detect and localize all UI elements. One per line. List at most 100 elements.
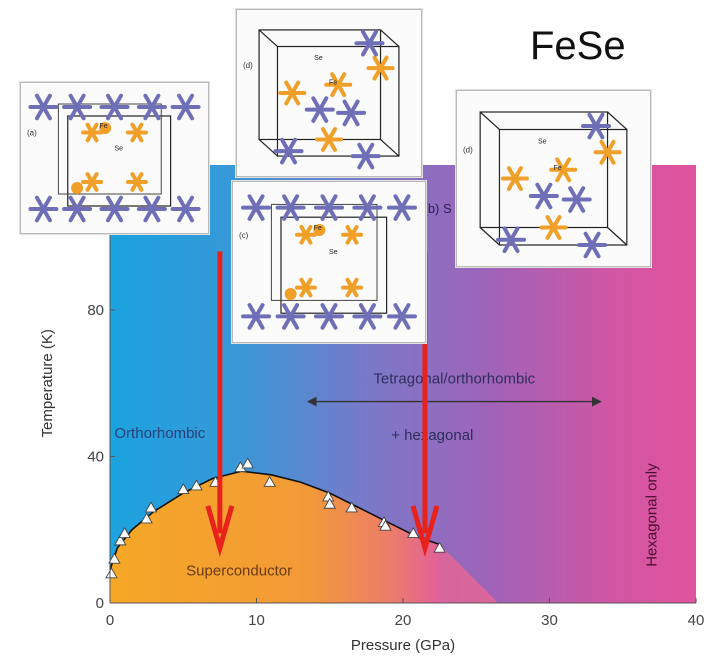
crystal-structure-drawing: (a) Fe Se	[27, 93, 201, 223]
bond	[183, 93, 195, 109]
atom-label: Se	[538, 139, 547, 146]
data-point	[190, 479, 203, 491]
unit-cell	[28, 93, 201, 223]
bond	[112, 195, 123, 211]
bond	[590, 231, 601, 247]
x-axis-label: Pressure (GPa)	[351, 637, 455, 654]
bond	[303, 224, 313, 237]
bond	[41, 195, 52, 211]
bond	[288, 303, 300, 319]
y-tick-label: 80	[87, 302, 104, 319]
cell-edge	[607, 111, 628, 130]
region-label-tetragonal: Tetragonal/orthorhombic	[373, 370, 535, 387]
cell-edge	[380, 29, 400, 47]
bond	[365, 303, 376, 319]
bond	[574, 186, 586, 202]
cell-edge	[479, 111, 500, 130]
bond	[399, 194, 411, 210]
bond	[288, 194, 300, 210]
bond	[327, 303, 338, 319]
unit-cell	[241, 194, 417, 330]
data-point	[113, 534, 127, 546]
bond	[112, 93, 123, 109]
bond	[551, 215, 562, 230]
bond	[541, 182, 553, 198]
data-point	[118, 527, 131, 538]
bond	[367, 29, 378, 46]
crystal-structure-drawing: (d) Se Fe	[463, 111, 628, 259]
bond	[512, 166, 523, 181]
panel-label: (a)	[27, 129, 37, 138]
partial-panel-label: (b) S	[424, 201, 453, 216]
bond	[593, 112, 605, 128]
data-point	[105, 567, 118, 579]
region-label-hexagonal-only: Hexagonal only	[643, 463, 660, 567]
x-tick-label: 40	[688, 612, 705, 629]
atom-label: Fe	[100, 123, 108, 130]
cell-edge	[380, 139, 400, 157]
bond	[286, 137, 298, 154]
region-label-superconductor: Superconductor	[186, 563, 292, 580]
region-label-orthorhombic: Orthorhombic	[114, 425, 205, 442]
bond	[134, 172, 144, 184]
bond	[349, 99, 360, 115]
bond	[90, 122, 99, 135]
x-tick-label: 20	[395, 612, 412, 629]
bond	[350, 277, 359, 290]
se-atom	[284, 288, 297, 300]
superconductor-fade	[439, 544, 499, 603]
data-point	[406, 527, 420, 538]
crystal-structure-drawing: (c) Fe Se	[239, 194, 417, 330]
crystal-structure-inset-d-top: (d) Se Fe	[236, 9, 422, 177]
cell-edge	[498, 128, 628, 246]
x-tick-label: 30	[541, 612, 558, 629]
cell-edge	[280, 216, 388, 314]
atom-label: Se	[115, 146, 124, 153]
data-point	[140, 512, 153, 524]
data-point	[345, 501, 359, 513]
atom-label: Fe	[314, 225, 322, 232]
atom-label: Se	[329, 249, 338, 256]
bond	[254, 194, 265, 210]
pressure-arrow-head	[205, 505, 235, 558]
bond	[317, 96, 329, 112]
crystal-structure-inset-d-right: (d) Se Fe	[456, 90, 651, 267]
cell-edge	[607, 227, 628, 246]
data-point	[144, 501, 158, 513]
bond	[90, 172, 99, 184]
bond	[378, 55, 389, 71]
crystal-structure-drawing: (d) Se Fe	[243, 29, 400, 170]
bond	[399, 303, 411, 319]
se-atom	[99, 122, 112, 134]
bond	[183, 195, 195, 211]
bond	[336, 72, 347, 87]
bond	[509, 226, 520, 242]
data-point	[263, 475, 276, 487]
cell-edge	[479, 227, 500, 246]
bond	[561, 157, 572, 172]
figure-title: FeSe	[530, 24, 626, 68]
bond	[41, 93, 52, 109]
bond	[134, 122, 144, 135]
se-atom	[71, 182, 84, 194]
y-tick-label: 40	[87, 449, 104, 466]
bond	[254, 303, 265, 319]
crystal-structure-inset-a: (a) Fe Se	[20, 82, 209, 234]
crystal-structure-inset-c: (c) Fe Se	[232, 181, 426, 343]
panel-label: (d)	[463, 145, 473, 154]
x-ticks: 0 10 20 30 40	[106, 598, 705, 629]
bond	[327, 127, 337, 142]
unit-cell	[258, 29, 400, 170]
bond	[365, 194, 376, 210]
cell-edge	[258, 29, 278, 47]
bond	[363, 142, 375, 159]
cell-edge	[276, 45, 400, 157]
bond	[149, 195, 161, 211]
unit-cell	[479, 111, 628, 259]
y-ticks: 0 40 80	[87, 302, 115, 612]
data-point	[379, 519, 392, 531]
cell-edge	[258, 139, 278, 157]
y-axis-label: Temperature (K)	[39, 329, 56, 437]
cell-edge	[67, 115, 172, 207]
atom-label: Se	[314, 55, 323, 62]
